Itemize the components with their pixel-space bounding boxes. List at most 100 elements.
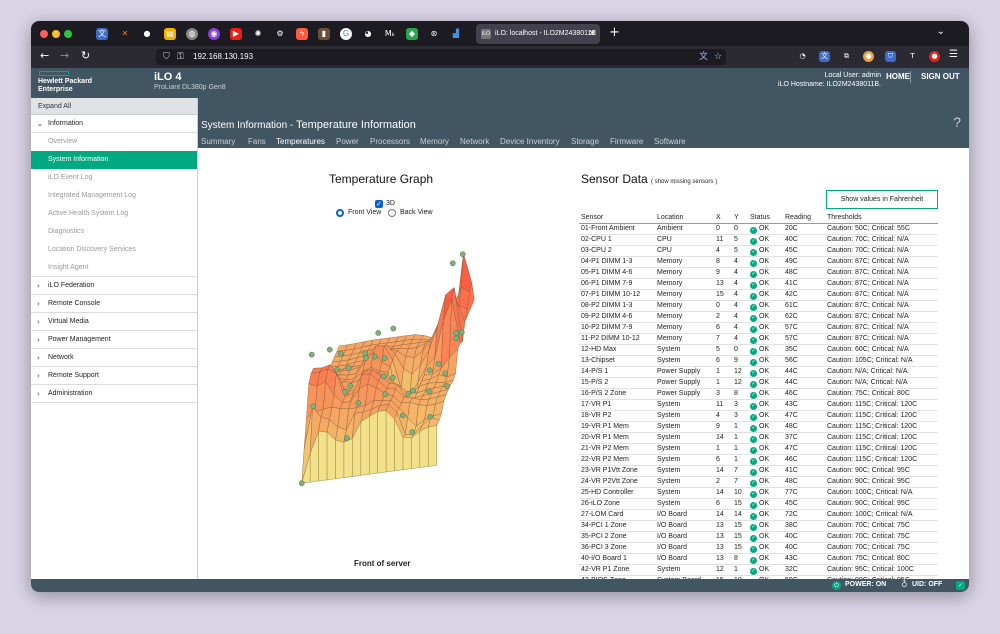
- sidebar-group-information[interactable]: ⌄ Information: [31, 115, 197, 133]
- tab-power[interactable]: Power: [336, 137, 359, 146]
- sidebar-group-remote-console[interactable]: › Remote Console: [31, 295, 197, 313]
- pinned-tab-translate-icon[interactable]: 文: [96, 28, 108, 40]
- cookie-icon[interactable]: ●: [863, 51, 874, 62]
- sensor-marker[interactable]: [355, 400, 362, 406]
- sensor-marker[interactable]: [347, 383, 354, 389]
- temperature-graph-3d[interactable]: [258, 243, 548, 543]
- sensor-marker[interactable]: [449, 260, 456, 267]
- uid-lightbulb-icon[interactable]: ♁: [901, 580, 908, 590]
- new-tab-icon[interactable]: +: [609, 25, 620, 40]
- tab-list-chevron-icon[interactable]: ⌄: [936, 26, 945, 37]
- sidebar-item-active-health-system-log[interactable]: Active Health System Log: [48, 210, 129, 217]
- sidebar-group-power-management[interactable]: › Power Management: [31, 331, 197, 349]
- menu-hamburger-icon[interactable]: ☰: [949, 49, 958, 60]
- sensor-marker[interactable]: [390, 325, 397, 332]
- tab-ilo[interactable]: iLO iLO: localhost - ILO2M2438011B ✕: [476, 24, 600, 44]
- translate-icon[interactable]: 文: [699, 52, 709, 62]
- close-window-button[interactable]: [40, 30, 48, 38]
- sidebar-item-system-information[interactable]: System Information: [31, 151, 197, 169]
- col-reading[interactable]: Reading: [783, 213, 825, 224]
- tab-close-icon[interactable]: ✕: [588, 29, 596, 39]
- sensor-marker[interactable]: [426, 367, 433, 374]
- sensor-marker[interactable]: [308, 351, 315, 358]
- translate-ext-icon[interactable]: 文: [819, 51, 830, 62]
- sensor-marker[interactable]: [425, 388, 432, 394]
- show-fahrenheit-button[interactable]: Show values in Fahrenheit: [826, 190, 938, 209]
- record-ext-icon[interactable]: ●: [929, 51, 940, 62]
- tab-temperatures[interactable]: Temperatures: [276, 137, 325, 146]
- forward-arrow-icon[interactable]: →: [60, 49, 70, 62]
- sensor-marker[interactable]: [343, 435, 350, 442]
- back-view-radio[interactable]: [388, 209, 396, 217]
- sensor-marker[interactable]: [342, 388, 349, 395]
- pinned-tab-app-icon[interactable]: ◉: [208, 28, 220, 40]
- pinned-tab-google-icon[interactable]: G: [340, 28, 352, 40]
- uid-status[interactable]: UID: OFF: [912, 581, 943, 588]
- sensor-marker[interactable]: [371, 353, 378, 360]
- minimize-window-button[interactable]: [52, 30, 60, 38]
- col-y[interactable]: Y: [732, 213, 748, 224]
- sensor-marker[interactable]: [399, 412, 406, 419]
- sensor-marker[interactable]: [310, 403, 317, 410]
- tab-device-inventory[interactable]: Device Inventory: [500, 137, 560, 146]
- sensor-marker[interactable]: [458, 329, 465, 336]
- col-location[interactable]: Location: [655, 213, 714, 224]
- col-sensor[interactable]: Sensor: [579, 213, 655, 224]
- sensor-marker[interactable]: [380, 373, 387, 380]
- sidebar-item-diagnostics[interactable]: Diagnostics: [48, 228, 85, 235]
- sensor-marker[interactable]: [382, 391, 389, 397]
- sensor-marker[interactable]: [389, 374, 396, 381]
- sidebar-group-virtual-media[interactable]: › Virtual Media: [31, 313, 197, 331]
- url-text[interactable]: 192.168.130.193: [193, 52, 254, 61]
- tab-fans[interactable]: Fans: [248, 137, 266, 146]
- sidebar-group-administration[interactable]: › Administration: [31, 385, 197, 403]
- 3d-checkbox[interactable]: ✓: [375, 200, 383, 208]
- pinned-tab-mk-icon[interactable]: Mₖ: [384, 29, 396, 38]
- tab-storage[interactable]: Storage: [571, 137, 600, 146]
- pinned-tab-chatgpt-icon[interactable]: ✺: [254, 29, 262, 38]
- pinned-tab-globe-icon[interactable]: ◍: [186, 28, 198, 40]
- pinned-tab-youtube-icon[interactable]: ▶: [230, 28, 242, 40]
- sensor-marker[interactable]: [298, 480, 305, 487]
- sensor-marker[interactable]: [409, 429, 416, 435]
- tab-processors[interactable]: Processors: [370, 137, 411, 146]
- tab-summary[interactable]: Summary: [201, 137, 236, 146]
- sensor-marker[interactable]: [345, 365, 352, 371]
- help-icon[interactable]: ?: [953, 114, 961, 130]
- pinned-tab-doc-icon[interactable]: ▮: [318, 28, 330, 40]
- sensor-marker[interactable]: [362, 350, 369, 356]
- pinned-tab-github-icon[interactable]: ●: [143, 29, 151, 38]
- maximize-window-button[interactable]: [64, 30, 72, 38]
- pinned-tab-settings-icon[interactable]: ⚙: [276, 29, 284, 38]
- power-icon[interactable]: ⏻: [832, 581, 841, 590]
- tab-firmware[interactable]: Firmware: [610, 137, 644, 146]
- url-bar[interactable]: ⛉ ⚿ 192.168.130.193 文 ☆: [156, 49, 726, 65]
- power-status[interactable]: POWER: ON: [845, 581, 887, 588]
- sensor-marker[interactable]: [410, 387, 417, 394]
- pinned-tab-github2-icon[interactable]: ◕: [364, 29, 372, 38]
- sensor-marker[interactable]: [381, 355, 388, 361]
- sidebar-item-ilo-event-log[interactable]: iLO Event Log: [48, 174, 93, 181]
- downloads-icon[interactable]: ◔: [799, 52, 806, 60]
- health-ok-icon[interactable]: ✓: [956, 581, 965, 590]
- shield-icon[interactable]: ⛉: [163, 52, 170, 62]
- sidebar-item-integrated-management-log[interactable]: Integrated Management Log: [48, 192, 136, 199]
- sensor-marker[interactable]: [427, 413, 434, 420]
- tab-network[interactable]: Network: [460, 137, 490, 146]
- sensor-marker[interactable]: [435, 361, 442, 367]
- pinned-tab-bolt-icon[interactable]: ϟ: [296, 28, 308, 40]
- sensor-marker[interactable]: [405, 390, 412, 397]
- pinned-tab-notes-icon[interactable]: ▤: [164, 28, 176, 40]
- tab-software[interactable]: Software: [654, 137, 686, 146]
- bookmark-star-icon[interactable]: ☆: [714, 52, 723, 62]
- sidebar-group-network[interactable]: › Network: [31, 349, 197, 367]
- pinned-tab-chart-icon[interactable]: ▟: [452, 29, 460, 38]
- col-x[interactable]: X: [714, 213, 732, 224]
- text-ext-icon[interactable]: T: [910, 52, 915, 60]
- lock-icon[interactable]: ⚿: [177, 52, 184, 62]
- col-thresholds[interactable]: Thresholds: [825, 213, 938, 224]
- pinned-tab-leaf-icon[interactable]: ◆: [406, 28, 418, 40]
- col-status[interactable]: Status: [748, 213, 783, 224]
- sidebar-item-insight-agent[interactable]: Insight Agent: [31, 259, 197, 277]
- expand-all-link[interactable]: Expand All: [31, 98, 197, 115]
